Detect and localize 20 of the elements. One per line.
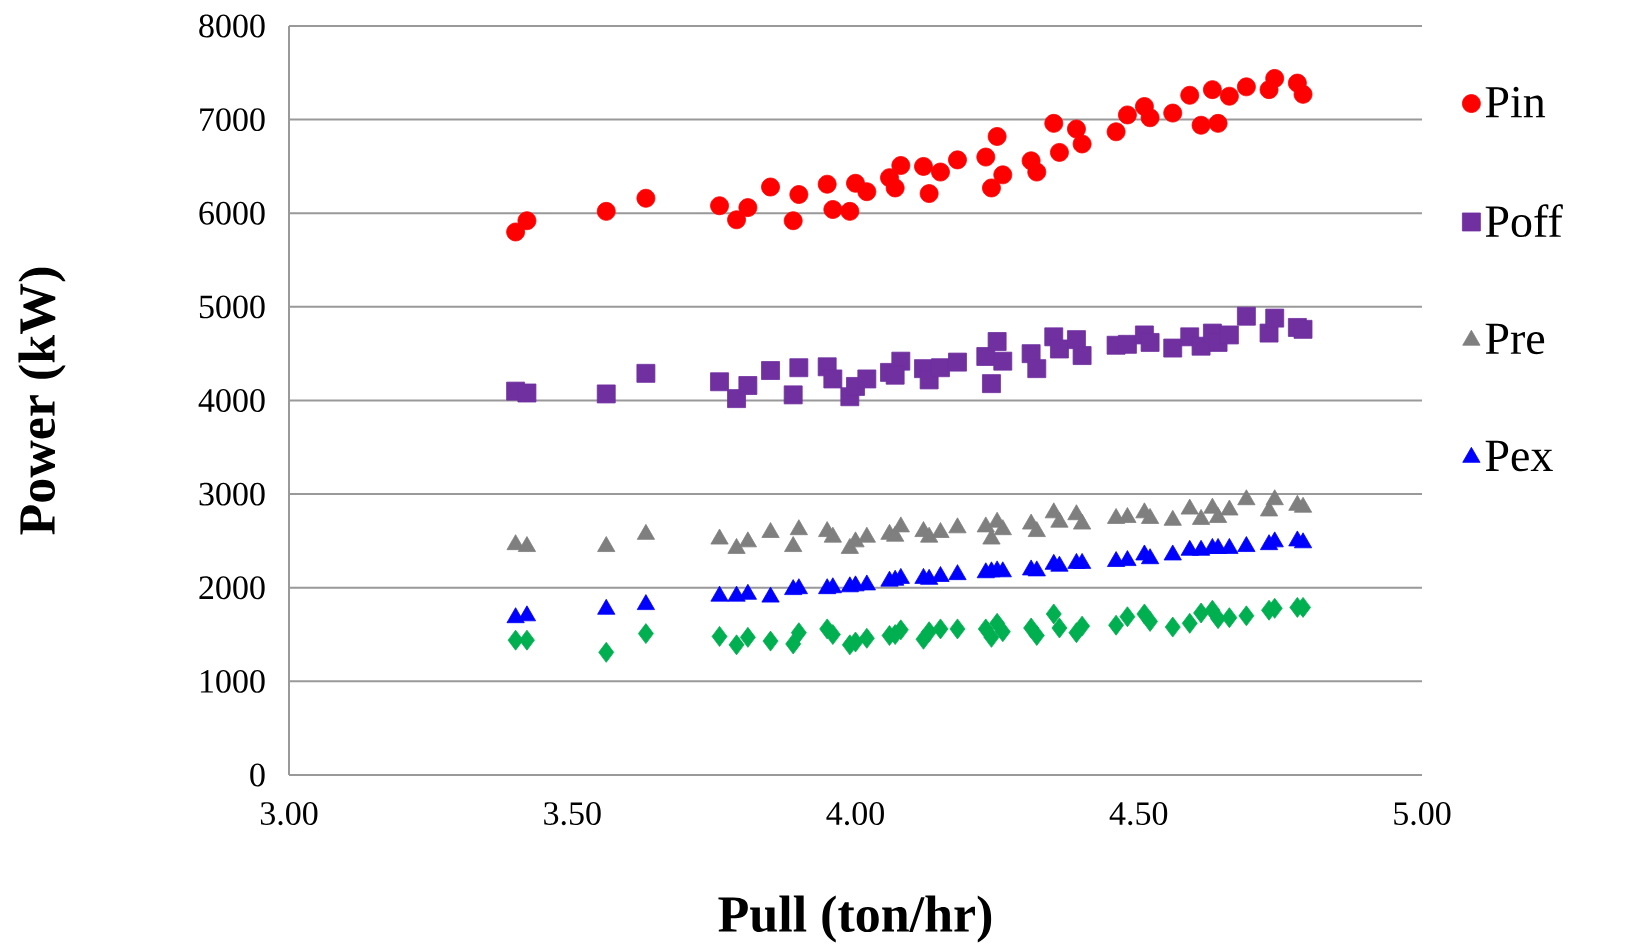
legend-label: Pex [1485, 440, 1553, 472]
y-tick-label: 5000 [199, 295, 265, 319]
x-tick-label: 3.00 [260, 802, 318, 826]
y-tick-label: 0 [250, 763, 265, 787]
y-tick-label: 2000 [199, 576, 265, 600]
legend-label: Pin [1485, 86, 1546, 118]
y-tick-label: 7000 [200, 108, 265, 132]
y-tick-label: 4000 [198, 389, 265, 412]
x-tick-label: 5.00 [1394, 802, 1451, 826]
y-tick-label: 3000 [199, 482, 265, 506]
x-axis-title: Pull (ton/hr) [718, 895, 992, 943]
legend-label: Poff [1485, 204, 1563, 238]
x-tick-label: 4.00 [826, 802, 884, 826]
legend-label: Pre [1485, 323, 1545, 355]
y-axis-title: Power (kW) [18, 267, 66, 535]
x-tick-label: 3.50 [544, 802, 601, 826]
x-tick-label: 4.50 [1109, 802, 1168, 826]
y-tick-label: 6000 [199, 201, 265, 225]
y-tick-label: 8000 [199, 14, 265, 38]
y-tick-label: 1000 [200, 669, 265, 693]
